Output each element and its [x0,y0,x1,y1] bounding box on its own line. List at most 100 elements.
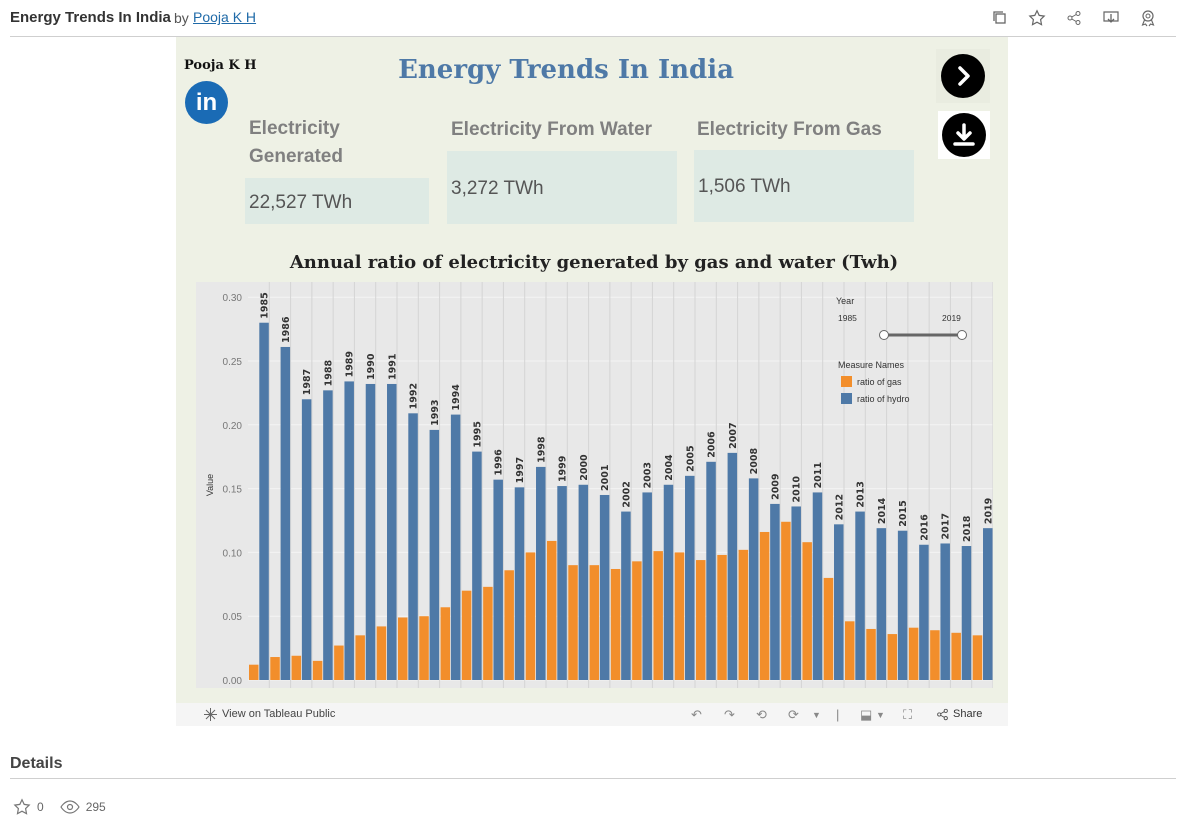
bar-hydro-2009 [770,503,780,680]
bar-gas-2010 [781,521,791,680]
bar-gas-1991 [376,626,387,680]
year-label-1993: 1993 [430,399,441,425]
year-label-2012: 2012 [834,494,845,520]
page-title: Energy Trends In India [10,9,171,26]
details-heading: Details [10,755,63,772]
year-label-1989: 1989 [345,351,356,377]
favorite-star-icon[interactable] [13,798,31,816]
bar-hydro-2007 [727,452,738,680]
year-label-2015: 2015 [898,500,909,526]
year-filter-min: 1985 [838,313,857,323]
author-link[interactable]: Pooja K H [193,9,257,25]
linkedin-icon[interactable]: in [185,81,228,124]
year-label-2013: 2013 [856,481,867,507]
year-label-2018: 2018 [962,515,973,542]
bar-gas-2003 [632,561,642,680]
bar-gas-1996 [483,586,493,680]
kpi-card-water [447,151,677,224]
download-dropdown-icon[interactable]: ▼ [876,710,885,720]
details-divider [10,778,1176,779]
bar-gas-2008 [738,549,749,680]
kpi-label-gas: Electricity From Gas [697,119,882,140]
y-axis-label: Value [205,474,215,496]
bar-hydro-2013 [855,511,865,680]
year-slider-handle-max[interactable] [957,330,967,340]
next-page-button[interactable] [936,49,990,103]
stats-row: 0 295 [13,798,106,816]
undo-icon[interactable]: ↶ [691,707,702,722]
bar-gas-2007 [717,554,727,680]
refresh-icon[interactable]: ⟳ [788,707,799,722]
legend-swatch [841,393,852,404]
bar-hydro-2012 [834,524,844,680]
redo-icon[interactable]: ↷ [724,707,735,722]
tableau-icon [204,708,217,721]
bar-hydro-2002 [621,511,631,680]
year-label-2017: 2017 [941,513,952,539]
download-menu-icon[interactable]: ⬓ [860,707,873,722]
kpi-label-generated: Electricity Generated [249,118,343,167]
star-icon[interactable] [1018,8,1055,28]
y-tick-label: 0.05 [223,612,243,623]
by-text: by [174,10,189,26]
bar-hydro-1991 [387,383,397,680]
bar-hydro-2019 [983,528,993,680]
refresh-dropdown-icon[interactable]: ▼ [812,710,821,720]
bar-gas-1990 [355,635,365,680]
year-label-1987: 1987 [302,369,313,395]
bar-gas-2017 [930,630,940,680]
year-label-2005: 2005 [685,445,696,471]
year-slider-handle-min[interactable] [879,330,889,340]
year-label-2011: 2011 [813,462,824,488]
fullscreen-icon[interactable]: ⛶ [903,707,913,722]
copy-icon[interactable] [981,8,1018,28]
bar-gas-1986 [270,657,280,680]
bar-hydro-2003 [642,492,652,680]
kpi-card-generated [245,178,429,224]
download-dashboard-button[interactable] [938,111,990,159]
year-label-2010: 2010 [792,476,803,503]
tableau-dashboard: Pooja K H in Energy Trends In India Elec… [176,37,1008,703]
bar-hydro-2001 [599,494,610,680]
legend-item-label: ratio of gas [857,377,902,387]
bar-gas-2014 [866,628,876,680]
share-icon[interactable] [1055,8,1092,28]
year-label-1998: 1998 [536,436,547,463]
year-label-2019: 2019 [983,498,993,524]
share-button[interactable]: Share [953,708,983,720]
y-tick-label: 0.10 [223,548,243,559]
year-label-2008: 2008 [749,448,760,475]
year-label-1992: 1992 [409,383,420,409]
download-icon[interactable] [1092,8,1129,28]
year-label-1994: 1994 [451,384,462,411]
bar-hydro-1987 [301,399,312,680]
kpi-value-generated: 22,527 TWh [249,192,353,213]
bar-hydro-1998 [536,466,546,680]
tableau-toolbar: View on Tableau Public ↶ ↷ ⟲ ⟳ ▼ | ⬓ ▼ ⛶… [176,703,1008,726]
toolbar-icons [981,8,1166,28]
views-eye-icon [59,800,80,814]
bar-chart: 0.00 0.05 0.10 0.15 0.20 0.25 0.30 Value 1985 198… [205,282,993,688]
view-on-tableau-link[interactable]: View on Tableau Public [222,708,336,720]
share-toolbar-icon[interactable] [936,708,949,721]
year-label-1999: 1999 [558,456,569,482]
bar-hydro-2008 [748,478,759,680]
dashboard-title: Energy Trends In India [398,55,734,85]
bar-hydro-1988 [323,390,333,680]
bar-gas-2011 [802,542,812,680]
dashboard-author: Pooja K H [184,58,257,73]
legend-swatch [841,376,852,387]
bar-gas-1988 [312,660,323,680]
year-label-1990: 1990 [366,353,377,380]
kpi-label-water: Electricity From Water [451,119,652,140]
bar-hydro-1989 [344,381,354,680]
year-filter-max: 2019 [942,313,961,323]
revert-icon[interactable]: ⟲ [756,707,767,722]
chart-plot-area: 0.00 0.05 0.10 0.15 0.20 0.25 0.30 Value 1985 198… [196,282,993,688]
header-divider [10,36,1176,37]
bar-gas-2005 [674,552,685,680]
bar-gas-2019 [972,635,983,680]
bar-gas-2002 [610,568,621,680]
badge-icon[interactable] [1129,8,1166,28]
year-label-2014: 2014 [877,497,888,524]
